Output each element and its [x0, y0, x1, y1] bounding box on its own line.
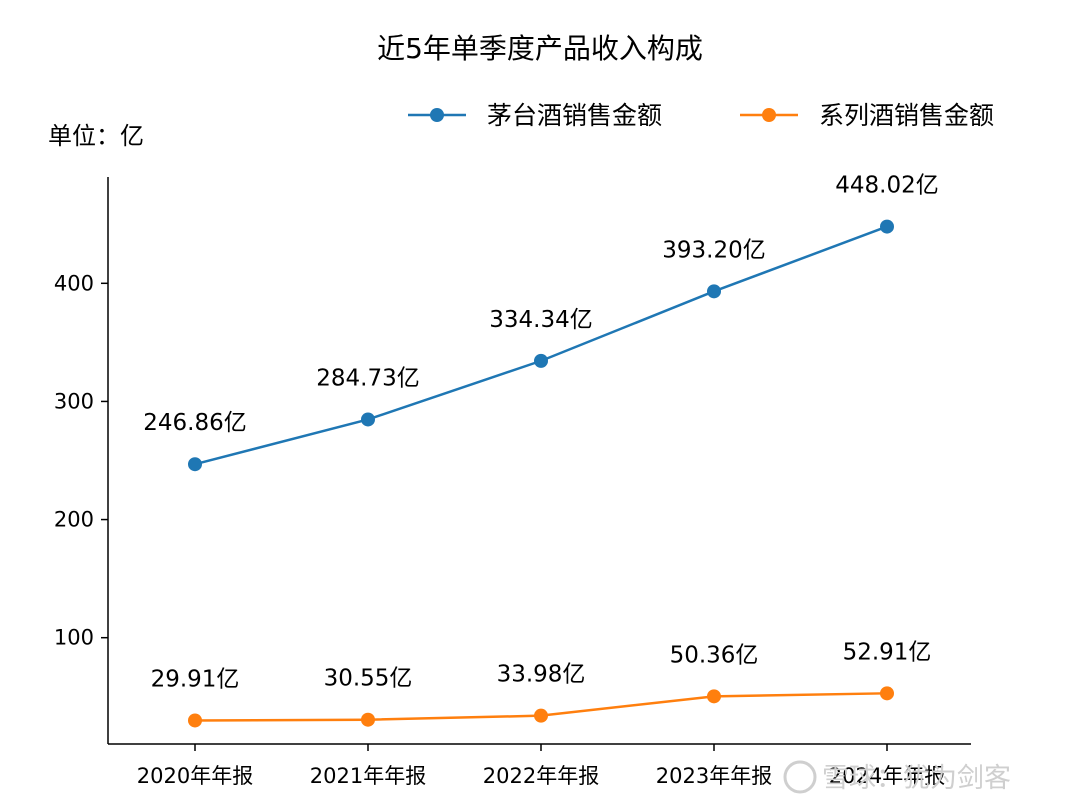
data-point: [880, 686, 894, 701]
data-label: 448.02亿: [835, 173, 938, 199]
data-label: 52.91亿: [843, 639, 932, 665]
series-group: [188, 219, 894, 728]
data-point: [707, 689, 721, 704]
x-tick-label: 2024年年报: [829, 764, 945, 788]
data-point: [534, 708, 548, 723]
legend-entry: 茅台酒销售金额: [487, 101, 662, 130]
data-label: 50.36亿: [670, 642, 759, 668]
legend-entry: 系列酒销售金额: [819, 101, 994, 130]
y-tick-label: 300: [54, 389, 94, 413]
unit-label: 单位：亿: [48, 122, 144, 150]
watermark: 雪球：犹为剑客: [783, 760, 1011, 794]
data-label: 393.20亿: [662, 237, 765, 263]
y-tick-label: 100: [54, 626, 94, 650]
data-label: 30.55亿: [324, 666, 413, 692]
watermark-logo-icon: [783, 760, 817, 794]
data-point: [534, 353, 548, 368]
data-label: 29.91亿: [151, 666, 240, 692]
y-tick-label: 400: [54, 271, 94, 295]
data-point: [880, 219, 894, 234]
data-point: [188, 457, 202, 472]
data-label: 334.34亿: [489, 307, 592, 333]
y-tick-label: 200: [54, 508, 94, 532]
data-label: 33.98亿: [497, 662, 586, 688]
data-point: [361, 412, 375, 427]
data-point: [188, 713, 202, 728]
axes: [107, 177, 971, 745]
chart-title: 近5年单季度产品收入构成: [377, 32, 703, 65]
data-label: 246.86亿: [143, 410, 246, 436]
legend-marker: [430, 108, 444, 122]
watermark-text: 雪球：犹为剑客: [822, 763, 1011, 794]
y-ticks: 100 200 300 400: [54, 271, 108, 650]
data-labels: 246.86亿 284.73亿 334.34亿 393.20亿 448.02亿 29.91…: [143, 173, 938, 693]
x-ticks: 2020年年报 2021年年报 2022年年报 2023年年报 2024年年报: [137, 744, 945, 788]
x-tick-label: 2021年年报: [310, 764, 426, 788]
x-tick-label: 2020年年报: [137, 764, 253, 788]
x-tick-label: 2023年年报: [656, 764, 772, 788]
legend-marker: [762, 108, 776, 122]
data-point: [707, 284, 721, 299]
data-label: 284.73亿: [316, 365, 419, 391]
data-point: [361, 712, 375, 727]
series-line: [194, 225, 888, 466]
legend: 茅台酒销售金额 系列酒销售金额: [408, 101, 994, 130]
x-tick-label: 2022年年报: [483, 764, 599, 788]
